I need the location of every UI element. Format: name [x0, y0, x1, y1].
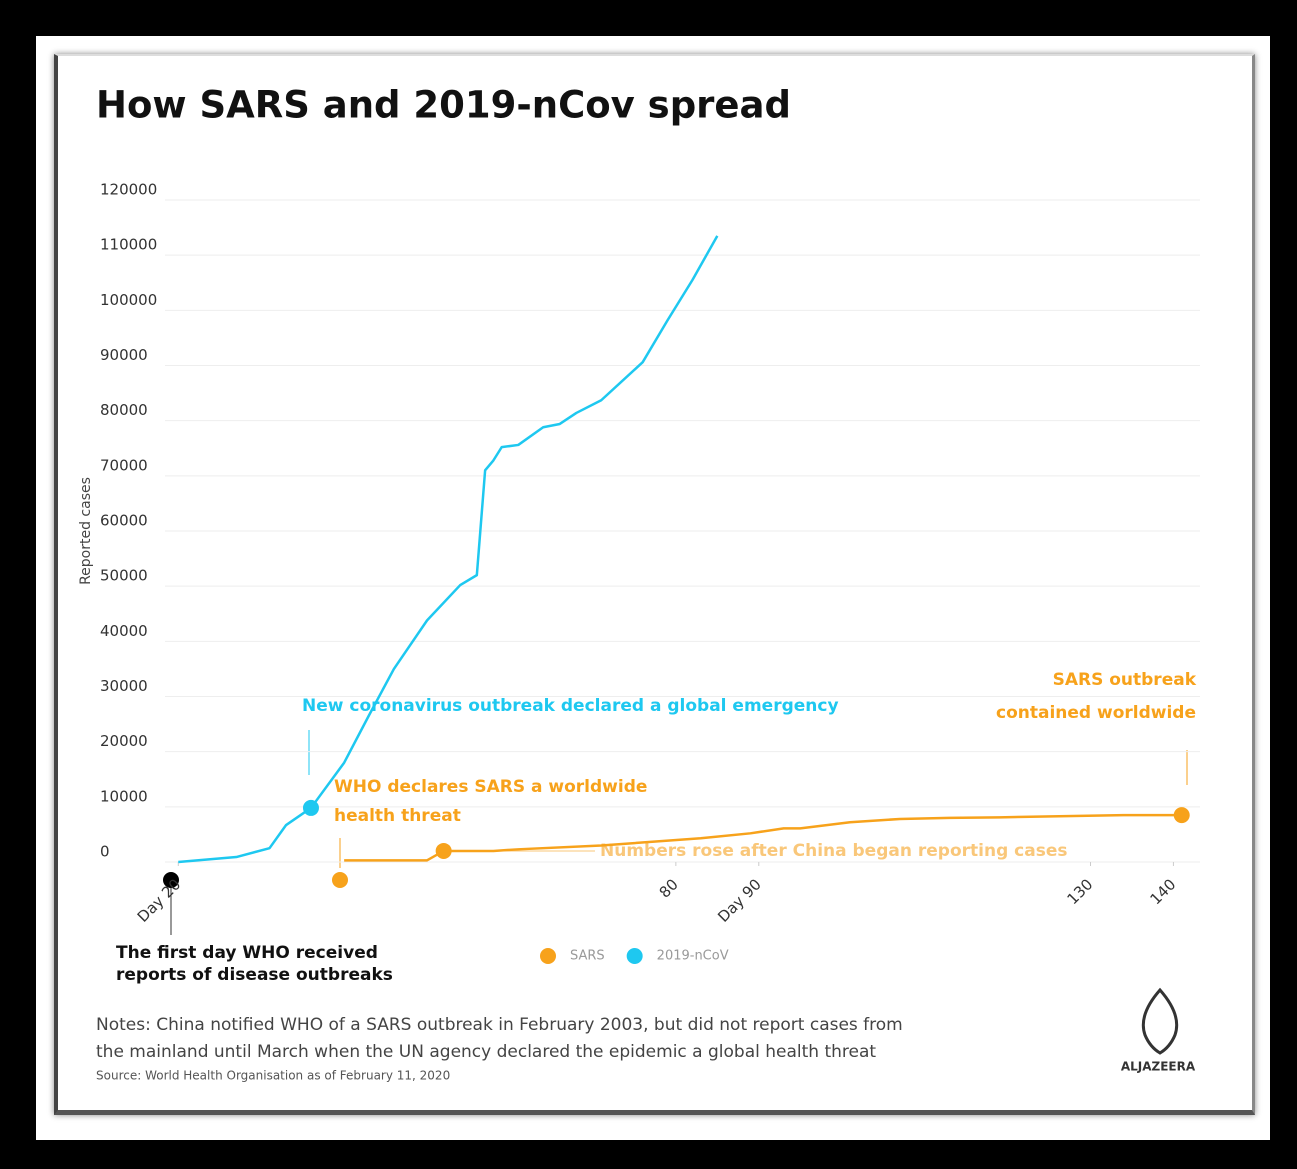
annotation: reports of disease outbreaks: [116, 965, 393, 985]
y-tick-label: 70000: [100, 456, 148, 474]
logo: ALJAZEERA: [1121, 987, 1196, 1074]
y-axis-label: Reported cases: [78, 477, 94, 585]
annotation-dot: [332, 872, 348, 888]
series-line: [178, 235, 719, 864]
legend-swatch: [540, 948, 556, 964]
legend-swatch: [626, 948, 643, 964]
event-dot: [1173, 807, 1190, 824]
y-tick-label: 10000: [100, 787, 148, 805]
x-tick-label: Day 90: [714, 875, 765, 926]
y-tick-label: 120000: [100, 181, 157, 199]
chart-title: How SARS and 2019-nCov spread: [96, 84, 791, 127]
source: Source: World Health Organisation as of …: [96, 1069, 450, 1083]
annotation: Numbers rose after China began reporting…: [600, 841, 1067, 861]
card: [36, 36, 1270, 1140]
note: the mainland until March when the UN age…: [96, 1042, 876, 1062]
annotation: contained worldwide: [996, 703, 1196, 723]
x-tick-label: Day 20: [134, 875, 185, 926]
event-dot: [302, 799, 319, 816]
y-tick-label: 0: [100, 843, 110, 861]
y-tick-label: 80000: [100, 401, 148, 419]
x-tick-label: 80: [656, 875, 682, 901]
y-tick-label: 110000: [100, 236, 157, 254]
y-tick-label: 20000: [100, 732, 148, 750]
note: Notes: China notified WHO of a SARS outb…: [96, 1015, 903, 1035]
y-tick-label: 40000: [100, 622, 148, 640]
x-tick-label: 140: [1146, 875, 1179, 908]
annotation: SARS outbreak: [1053, 670, 1197, 690]
y-tick-label: 90000: [100, 346, 148, 364]
logo-text: ALJAZEERA: [1121, 1060, 1196, 1074]
frame: [54, 54, 1255, 1115]
annotation: WHO declares SARS a worldwide: [334, 777, 647, 797]
y-tick-label: 60000: [100, 512, 148, 530]
y-tick-label: 100000: [100, 291, 157, 309]
annotation: New coronavirus outbreak declared a glob…: [302, 696, 839, 716]
annotation-dot: [163, 872, 179, 888]
legend-label: SARS: [570, 949, 605, 964]
annotation: The first day WHO received: [116, 943, 378, 963]
event-dot: [435, 842, 452, 859]
annotation: health threat: [334, 806, 461, 826]
series-line: [344, 813, 1182, 862]
y-tick-label: 50000: [100, 567, 148, 585]
x-tick-label: 130: [1064, 875, 1097, 908]
y-tick-label: 30000: [100, 677, 148, 695]
logo-mark: [1141, 987, 1179, 1055]
legend-label: 2019-nCoV: [657, 949, 729, 964]
